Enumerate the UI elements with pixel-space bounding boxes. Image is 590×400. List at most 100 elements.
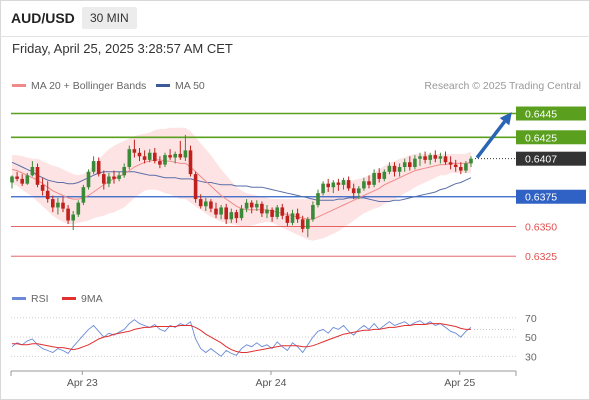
candle-body [132, 149, 137, 153]
candle-body [25, 175, 30, 184]
price-level-label-1: 0.6425 [525, 132, 557, 144]
price-level-tag-2 [516, 189, 586, 204]
candle-body [433, 155, 438, 159]
ma50-legend-label: MA 50 [175, 80, 205, 92]
candle-body [311, 205, 315, 220]
candle-body [71, 214, 75, 221]
bollinger-band-area [12, 127, 471, 241]
candle-body [10, 176, 14, 183]
x-tick-label-0: Apr 23 [67, 377, 98, 389]
candle-body [40, 184, 45, 191]
rsi-line [11, 319, 472, 357]
candle-body [290, 213, 295, 223]
candle-body [387, 165, 392, 172]
candle-body [459, 167, 463, 171]
candle-body [30, 167, 35, 176]
candle-body [336, 182, 341, 185]
timestamp: Friday, April 25, 2025 3:28:57 AM CET [12, 41, 233, 56]
candle-body [372, 172, 376, 185]
candle-body [168, 155, 172, 158]
candle-body [331, 182, 336, 188]
candle-body [127, 149, 132, 168]
candle-body [280, 207, 285, 216]
candle-body [188, 150, 193, 175]
candle-body [96, 161, 101, 175]
candle-body [321, 183, 325, 194]
candle-body [102, 174, 106, 184]
candle-body [20, 178, 24, 184]
forecast-arrow-shaft [475, 120, 506, 159]
candle-body [438, 156, 443, 159]
candle-body [66, 208, 70, 221]
price-level-tag-1 [516, 130, 586, 145]
candle-body [147, 152, 152, 160]
legend-ma20: MA 20 + Bollinger Bands [12, 80, 146, 92]
candle-body [265, 209, 269, 214]
candle-body [183, 150, 188, 158]
current-price-tag [516, 151, 586, 166]
x-tick-label-1: Apr 24 [256, 377, 287, 389]
price-level-tag-0 [516, 106, 586, 121]
candle-body [413, 158, 417, 168]
candle-body [244, 202, 249, 209]
candle-body [316, 193, 320, 206]
timeframe-button[interactable]: 30 MIN [82, 7, 137, 29]
price-level-label-4: 0.6325 [525, 251, 557, 263]
candle-body [453, 164, 458, 168]
candle-body [295, 213, 300, 220]
current-price-label: 0.6407 [525, 154, 557, 166]
credit-label: Research © 2025 Trading Central [424, 80, 581, 92]
rsi-ma-swatch [62, 296, 76, 300]
candle-body [402, 162, 407, 168]
legend-ma50: MA 50 [156, 80, 205, 92]
candle-body [428, 155, 432, 160]
candle-body [153, 152, 157, 162]
candle-body [255, 203, 259, 208]
x-tick-label-2: Apr 25 [444, 377, 475, 389]
candle-body [112, 176, 116, 179]
legend-rsi-ma: 9MA [62, 293, 103, 305]
candle-body [275, 207, 279, 217]
candle-body [464, 163, 468, 171]
candle-body [234, 212, 239, 219]
rsi-legend-label: RSI [31, 293, 49, 305]
candle-body [117, 175, 121, 179]
candle-body [193, 174, 198, 200]
price-level-label-3: 0.6350 [525, 221, 557, 233]
candle-body [306, 219, 310, 229]
candle-body [341, 180, 346, 185]
candle-body [249, 202, 254, 208]
candle-body [367, 181, 371, 185]
candle-body [178, 153, 183, 158]
candle-body [270, 209, 274, 217]
candle-body [418, 156, 422, 159]
chart-header: AUD/USD 30 MIN [0, 0, 590, 37]
candle-body [209, 201, 213, 209]
candle-body [173, 153, 177, 158]
forecast-arrow-head [499, 112, 512, 126]
candle-body [142, 156, 147, 160]
candle-body [285, 215, 290, 223]
candle-body [214, 208, 218, 215]
candle-body [51, 199, 55, 208]
price-level-label-0: 0.6445 [525, 109, 557, 121]
candle-body [56, 202, 60, 208]
symbol-label: AUD/USD [11, 10, 75, 26]
candle-body [76, 202, 81, 215]
candle-body [219, 207, 223, 215]
candle-body [239, 208, 244, 219]
candle-body [158, 161, 162, 165]
candle-body [443, 156, 448, 163]
candle-body [137, 152, 142, 157]
rsi-tick-label-1: 50 [525, 332, 537, 344]
candle-body [382, 171, 387, 179]
candle-body [91, 161, 96, 172]
candle-body [35, 167, 40, 185]
rsi-swatch [12, 296, 26, 300]
candle-body [362, 181, 366, 189]
candle-body [469, 158, 473, 164]
candle-body [357, 188, 361, 194]
rsi-ma-legend-label: 9MA [81, 293, 103, 305]
candle-body [229, 212, 234, 220]
